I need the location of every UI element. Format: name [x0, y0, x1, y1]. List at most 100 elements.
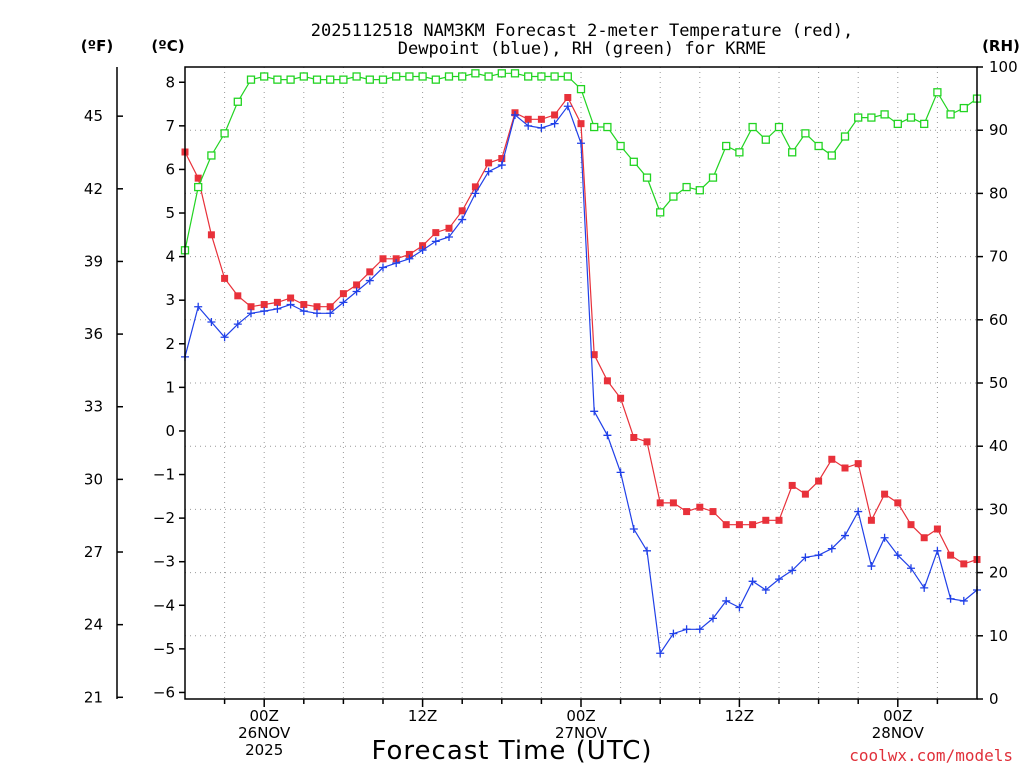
rh-point	[590, 122, 599, 132]
temperature-point	[221, 274, 229, 282]
temperature-point	[498, 155, 506, 163]
temperature-point	[735, 521, 743, 529]
temperature-point	[920, 534, 928, 542]
dewpoint-point	[801, 553, 810, 562]
temperature-point	[854, 460, 862, 468]
dewpoint-blue-series	[181, 102, 981, 658]
dewpoint-point	[194, 302, 203, 311]
rh-tick-label: 70	[989, 248, 1008, 266]
temperature-point	[722, 521, 730, 529]
rh-point	[906, 113, 916, 122]
dewpoint-point	[431, 237, 440, 246]
rh-point	[484, 72, 493, 81]
f-tick-label: 21	[84, 688, 103, 706]
temperature-point	[432, 229, 440, 237]
rh-point	[326, 75, 335, 84]
series-line	[184, 104, 978, 655]
celsius-unit-label: (ºC)	[151, 37, 184, 55]
rh-point	[893, 119, 902, 129]
dewpoint-point	[867, 562, 876, 571]
temperature-point	[537, 115, 545, 123]
x-tick-label: 27NOV	[555, 724, 608, 742]
rh-point	[933, 88, 942, 97]
temperature-point	[603, 377, 611, 385]
temperature-point	[683, 508, 691, 516]
rh-point	[220, 129, 229, 138]
dewpoint-point	[629, 525, 638, 534]
temperature-point	[524, 115, 532, 123]
rh-point	[497, 69, 506, 78]
temperature-point	[590, 351, 598, 359]
dewpoint-point	[761, 586, 770, 595]
temperature-point	[287, 294, 295, 302]
temperature-point	[643, 438, 651, 446]
x-tick-label: 26NOV	[238, 724, 291, 742]
temperature-point	[841, 464, 849, 472]
temperature-point	[881, 490, 889, 498]
dewpoint-point	[577, 139, 585, 148]
dewpoint-point	[484, 167, 493, 176]
rh-point	[708, 173, 718, 182]
dewpoint-point	[339, 298, 348, 307]
temperature-point	[313, 303, 321, 311]
x-tick-label: 12Z	[408, 707, 437, 725]
dewpoint-point	[656, 649, 665, 658]
x-tick-label: 00Z	[566, 707, 595, 725]
temperature-point	[617, 394, 625, 402]
rh-point	[194, 182, 203, 192]
temperature-point	[749, 521, 757, 529]
c-tick-label: 2	[165, 335, 175, 353]
temperature-point	[775, 516, 783, 524]
rh-point	[352, 72, 361, 81]
temperature-point	[564, 94, 572, 102]
rh-point	[603, 122, 612, 132]
rh-point	[801, 129, 810, 138]
temperature-point	[656, 499, 664, 507]
dewpoint-point	[682, 625, 691, 634]
dewpoint-point	[379, 263, 387, 272]
temperature-point	[630, 433, 638, 441]
x-tick-label: 00Z	[883, 707, 912, 725]
rh-point	[524, 72, 533, 81]
rh-tick-label: 60	[989, 311, 1008, 329]
temperature-point	[828, 455, 836, 463]
temperature-point	[260, 301, 268, 309]
rh-tick-label: 20	[989, 564, 1008, 582]
rh-point	[774, 122, 784, 132]
c-tick-label: −1	[153, 466, 175, 484]
rh-point	[299, 72, 308, 81]
dewpoint-point	[286, 300, 295, 309]
dewpoint-point	[313, 309, 321, 318]
temperature-point	[801, 490, 809, 498]
rh-point	[207, 151, 216, 160]
rh-point	[695, 186, 704, 195]
rh-point	[444, 72, 454, 81]
dewpoint-point	[392, 259, 401, 268]
rh-point	[537, 72, 546, 81]
temperature-point	[300, 301, 308, 309]
temperature-point	[445, 224, 453, 232]
dewpoint-point	[326, 309, 335, 318]
dewpoint-point	[959, 596, 968, 605]
f-tick-label: 45	[84, 107, 103, 125]
rh-point	[840, 132, 850, 141]
temperature-point	[273, 298, 281, 306]
fahrenheit-unit-label: (ºF)	[81, 37, 113, 55]
rh-tick-label: 30	[989, 500, 1008, 518]
rh-tick-label: 40	[989, 437, 1008, 455]
rh-point	[761, 135, 770, 144]
temperature-point	[867, 516, 875, 524]
rh-point	[827, 151, 836, 160]
c-tick-label: 7	[165, 117, 175, 135]
temperature-point	[669, 499, 677, 507]
rh-point	[722, 141, 731, 151]
rh-point	[246, 75, 256, 84]
rh-point	[616, 141, 625, 151]
rh-unit-label: (RH)	[982, 37, 1020, 55]
rh-point	[286, 75, 295, 84]
dewpoint-point	[418, 246, 427, 255]
celsius-axis: 8 7 6 5 4 3 2 1 0 −1 −2 −3 −4 −5 −6	[153, 73, 185, 701]
rh-point	[392, 72, 401, 81]
rh-point	[748, 122, 757, 132]
